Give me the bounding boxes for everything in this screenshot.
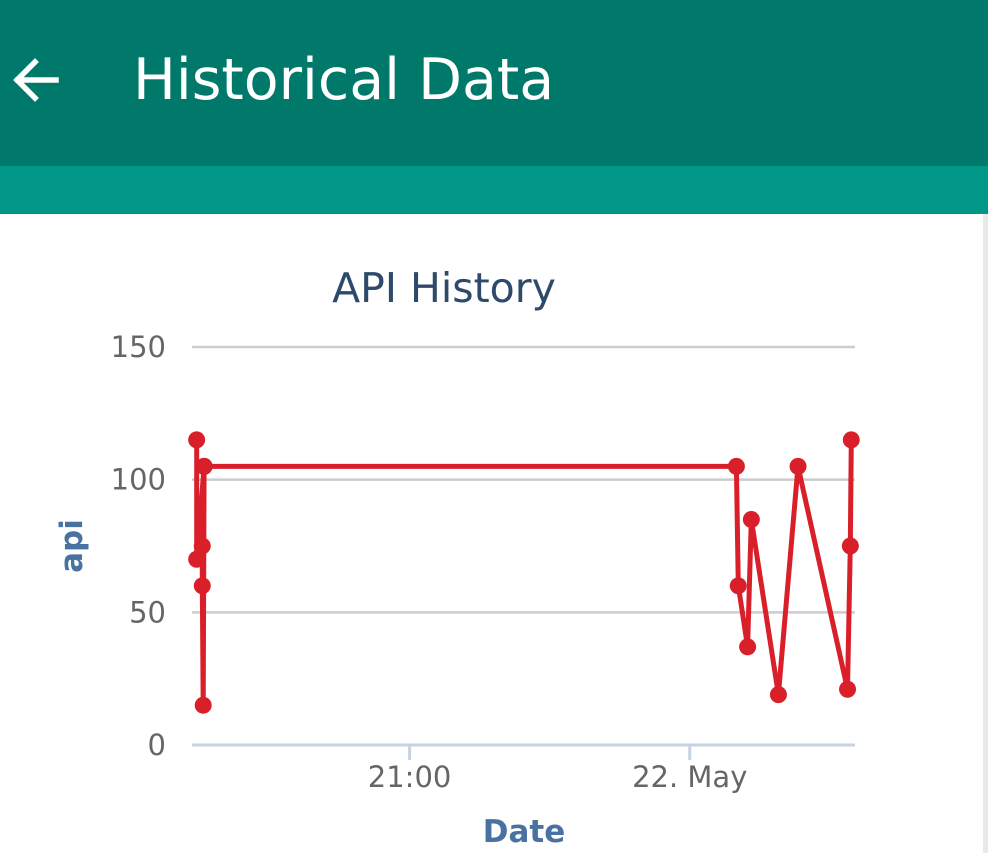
y-axis-title: api (54, 519, 90, 573)
chart-card: 0 50 100 150 21:00 22. May API History api D… (0, 214, 983, 853)
data-point (769, 686, 787, 704)
data-point (193, 577, 211, 595)
data-point (194, 696, 212, 714)
data-point (188, 550, 206, 568)
data-point (195, 457, 213, 475)
chart-x-axis: 21:00 22. May (192, 743, 855, 794)
data-point (839, 680, 857, 698)
data-point (193, 537, 211, 555)
y-tick-label: 150 (111, 330, 166, 364)
y-tick-label: 50 (129, 595, 166, 629)
data-point (188, 431, 206, 449)
data-point (739, 638, 757, 656)
data-point (727, 457, 745, 475)
chart-series (188, 431, 860, 714)
y-tick-label: 0 (148, 728, 166, 762)
data-point (729, 577, 747, 595)
arrow-left-icon (13, 58, 59, 102)
chart: 0 50 100 150 21:00 22. May API History api D… (54, 264, 860, 850)
data-point (841, 537, 859, 555)
y-tick-label: 100 (111, 463, 166, 497)
x-tick-label: 21:00 (368, 760, 452, 794)
data-point (742, 510, 760, 528)
app-bar: Historical Data (0, 0, 988, 166)
series-line (194, 439, 854, 708)
data-point (842, 431, 860, 449)
page-title: Historical Data (133, 47, 555, 113)
chart-title: API History (332, 264, 556, 312)
data-point (789, 457, 807, 475)
back-button[interactable] (6, 50, 66, 110)
chart-gridlines: 0 50 100 150 (111, 330, 855, 762)
tab-strip (0, 166, 988, 214)
x-tick-label: 22. May (632, 760, 747, 794)
x-axis-title: Date (483, 814, 566, 850)
